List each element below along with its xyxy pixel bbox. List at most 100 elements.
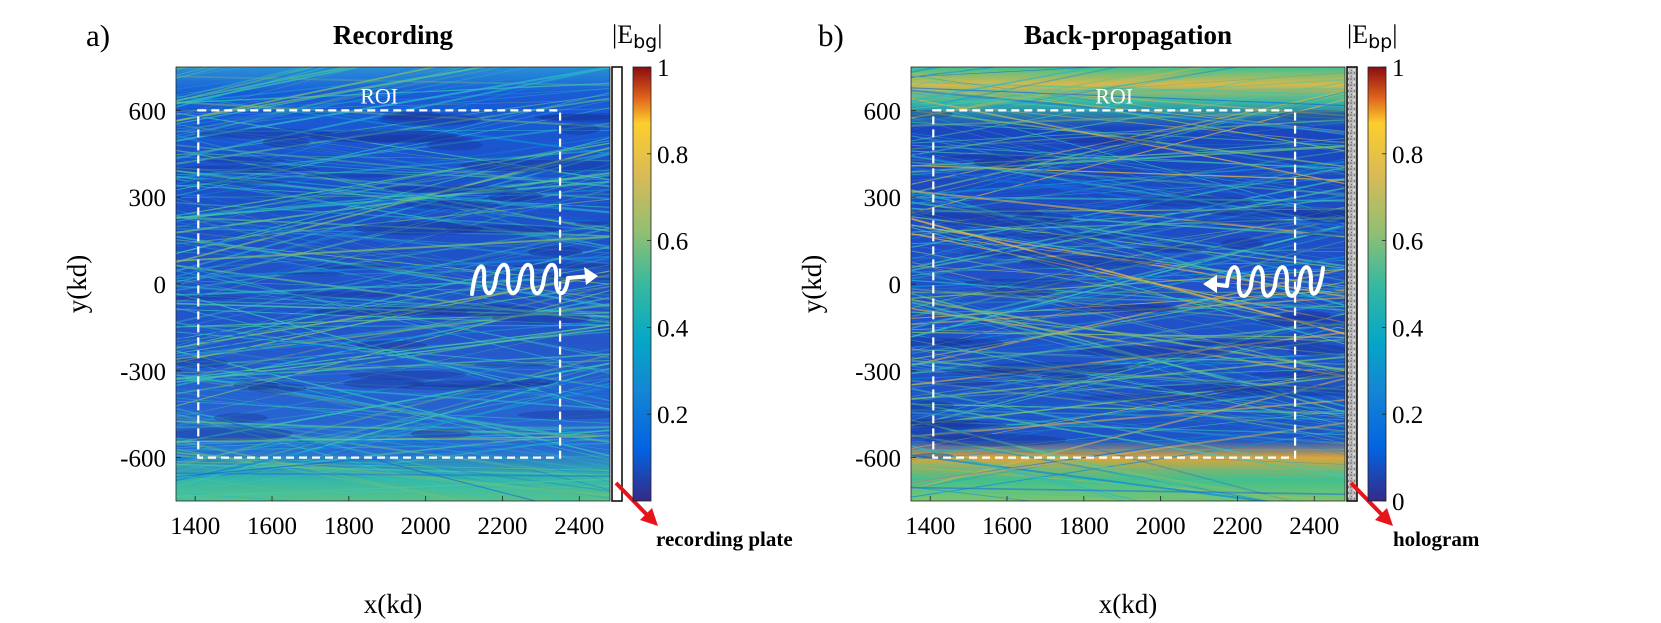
field-streak	[176, 435, 610, 478]
dark-fringe	[1040, 374, 1089, 381]
field-streak	[176, 267, 610, 279]
field-streak	[176, 407, 538, 501]
field-streak	[176, 67, 353, 102]
field-streak	[176, 414, 610, 472]
field-streak	[176, 139, 610, 223]
field-streak	[911, 337, 1345, 398]
field-streak	[176, 285, 610, 381]
field-streak	[176, 168, 610, 181]
field-streak	[176, 283, 610, 355]
dark-fringe	[1187, 219, 1292, 224]
field-streak	[911, 289, 1345, 319]
field-streak	[176, 67, 521, 104]
field-streak	[911, 177, 1345, 202]
dark-fringe	[423, 304, 536, 317]
dark-fringe	[513, 263, 610, 269]
panel-label: a)	[86, 18, 110, 53]
field-streak	[911, 217, 1345, 277]
field-streak	[176, 284, 610, 322]
dark-fringe	[356, 340, 428, 350]
field-streak	[911, 331, 1345, 339]
field-streak	[911, 375, 1345, 400]
panel-title: Recording	[333, 20, 453, 50]
field-streak	[911, 291, 1345, 331]
field-streak	[176, 124, 610, 195]
field-streak	[176, 480, 299, 501]
field-streak	[911, 162, 1345, 175]
field-streak	[911, 161, 1345, 196]
recording-plate-strip	[611, 66, 623, 502]
plate-label: hologram	[1393, 527, 1480, 551]
field-streak	[911, 117, 1345, 231]
field-streak	[176, 82, 610, 104]
field-streak	[176, 67, 473, 134]
roi-box	[197, 109, 562, 459]
field-streak	[176, 463, 406, 501]
field-streak	[911, 333, 1345, 428]
dark-fringe	[176, 165, 319, 174]
field-streak	[176, 241, 610, 322]
field-streak	[176, 454, 610, 498]
field-streak	[176, 215, 610, 265]
field-streak	[911, 232, 1345, 324]
field-streak	[176, 472, 610, 477]
field-streak	[911, 439, 1345, 442]
field-streak	[176, 67, 310, 99]
field-streak	[176, 107, 610, 191]
x-tick-label: 1400	[905, 513, 955, 540]
field-streak	[911, 67, 1175, 119]
field-streak	[911, 217, 1345, 233]
dark-fringe	[1212, 385, 1345, 397]
plate-arrow-head	[1375, 508, 1393, 526]
field-streak	[911, 210, 1345, 224]
field-streak	[911, 419, 1345, 484]
dark-fringe	[980, 287, 1056, 297]
field-streak	[176, 239, 610, 301]
field-streak	[911, 368, 1345, 429]
field-streak	[911, 158, 1345, 214]
field-streak	[176, 425, 610, 446]
field-streak	[176, 223, 610, 292]
field-streak	[176, 489, 249, 501]
field-streak	[911, 466, 1345, 473]
dark-fringe	[205, 156, 285, 164]
field-streak	[911, 67, 1121, 111]
y-tick-label: -600	[120, 446, 166, 473]
dark-fringe	[283, 291, 396, 298]
field-streak	[176, 113, 610, 118]
colorbar-tick-label: 0.6	[1392, 229, 1423, 256]
field-streak	[911, 150, 1345, 169]
field-streak	[176, 359, 610, 374]
field-streak	[911, 67, 989, 88]
dark-fringe	[313, 307, 469, 317]
field-streak	[176, 302, 610, 358]
field-streak	[911, 264, 1345, 353]
field-streak	[911, 187, 1345, 272]
field-streak	[176, 67, 600, 127]
field-streak	[911, 362, 1345, 429]
dark-fringe	[378, 113, 482, 126]
field-streak	[911, 270, 1345, 340]
field-streak	[176, 294, 610, 315]
field-streak	[176, 491, 218, 501]
field-streak	[176, 373, 610, 444]
dark-fringe	[410, 428, 472, 439]
field-streak	[911, 195, 1345, 312]
field-streak	[176, 264, 610, 340]
y-tick-label: 600	[129, 98, 167, 125]
field-streak	[911, 353, 1345, 371]
dark-fringe	[962, 251, 1073, 256]
dark-fringe	[426, 139, 483, 151]
dark-fringe	[189, 178, 289, 185]
field-streak	[911, 212, 1345, 314]
dark-fringe	[941, 219, 1080, 227]
field-streak	[911, 93, 1345, 200]
field-streak	[911, 166, 1345, 228]
dark-fringe	[1059, 304, 1177, 313]
field-streak	[911, 164, 1345, 239]
roi-label: ROI	[1095, 83, 1133, 108]
field-streak	[176, 443, 519, 501]
field-streak	[911, 464, 1345, 467]
field-streak	[176, 201, 610, 248]
dark-fringe	[1279, 311, 1331, 321]
